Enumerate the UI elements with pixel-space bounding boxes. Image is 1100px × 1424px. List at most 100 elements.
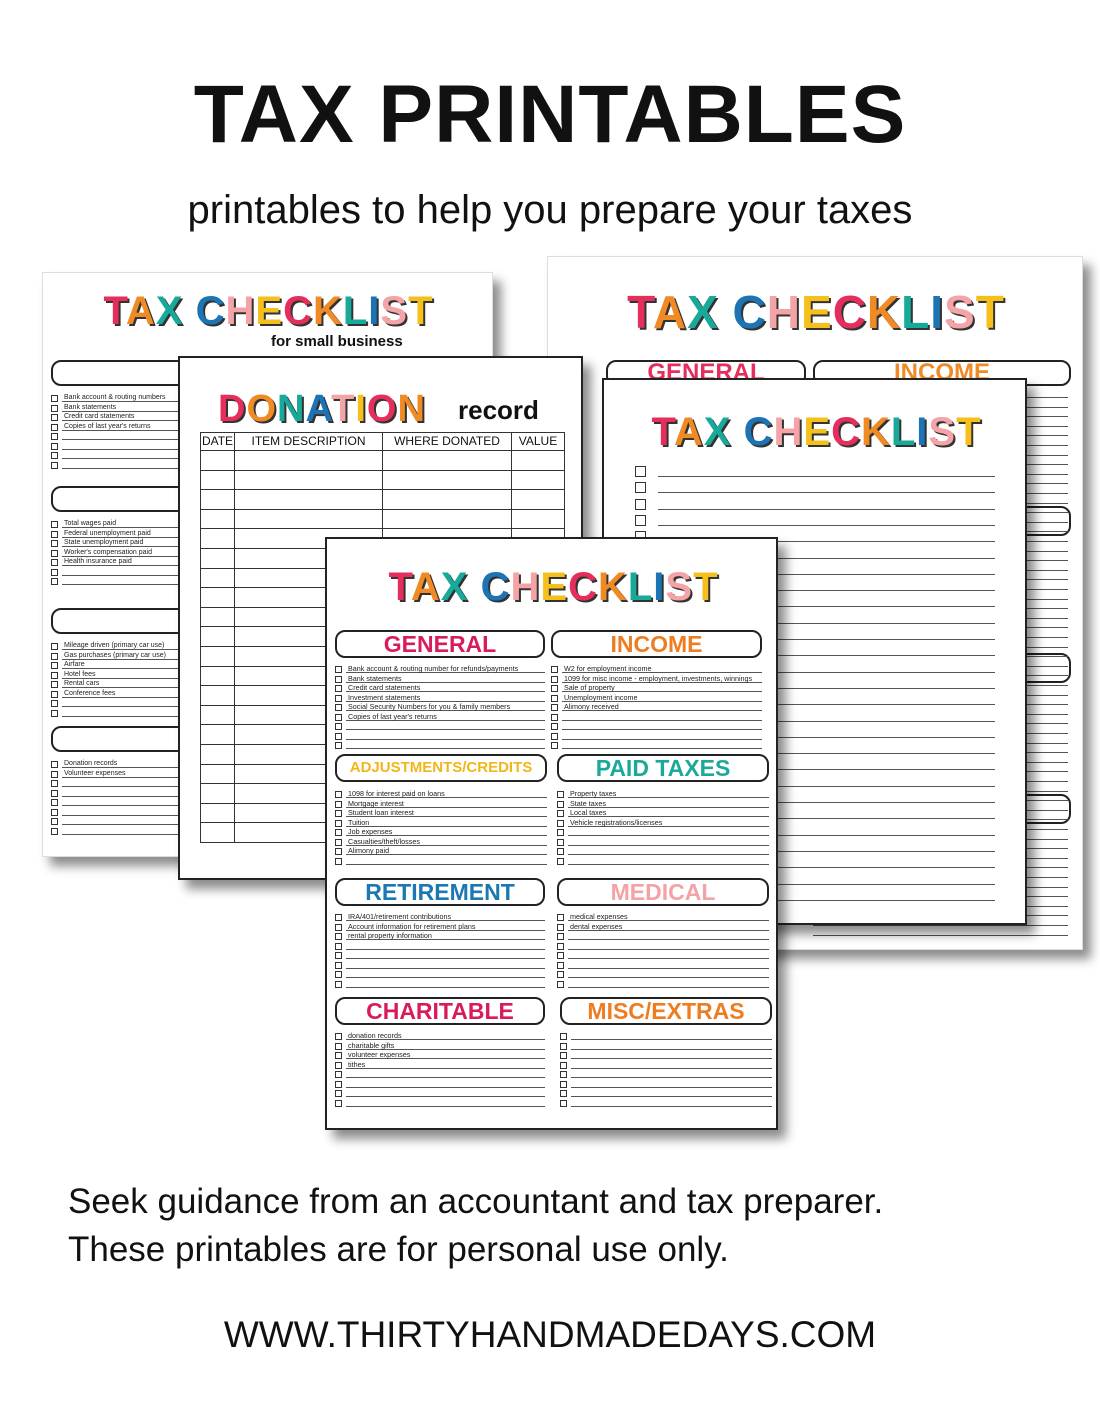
entry-line [562, 733, 762, 740]
entry-line [346, 933, 545, 940]
entry-line [571, 1052, 772, 1059]
entry-line [658, 792, 995, 803]
checklist-item: Casualties/theft/losses [348, 836, 420, 846]
entry-line [346, 952, 545, 959]
checklist-item: Bank statements [348, 673, 402, 683]
checkbox [557, 829, 564, 836]
checklist-item: 1098 for interest paid on loans [348, 789, 445, 798]
entry-line [658, 531, 995, 543]
entry-line [346, 943, 545, 950]
checkbox [335, 713, 342, 721]
table-cell [234, 508, 383, 530]
entry-line [658, 890, 995, 901]
checklist-item: volunteer expenses [348, 1050, 411, 1059]
checkbox [557, 848, 564, 855]
checkbox [551, 723, 558, 730]
entry-line [658, 727, 995, 738]
checkbox [335, 848, 342, 855]
checkbox [335, 819, 342, 827]
table-cell [234, 489, 383, 510]
entry-line [562, 742, 762, 749]
checkbox [335, 933, 342, 940]
entry-line [568, 801, 769, 808]
table-cell [200, 587, 235, 608]
table-cell [511, 508, 565, 530]
checklist-item: medical expenses [570, 912, 628, 921]
entry-line [346, 924, 545, 931]
checkbox [335, 800, 342, 808]
entry-line [568, 848, 769, 855]
checkbox [551, 694, 558, 702]
checkbox [557, 923, 564, 931]
checkbox [557, 933, 564, 940]
checkbox [335, 971, 342, 978]
checklist-item: Investment statements [348, 692, 421, 702]
checkbox [51, 461, 58, 469]
checklist-item: Sale of property [564, 683, 615, 692]
table-cell [200, 450, 235, 471]
checkbox [557, 791, 564, 798]
checkbox [335, 1099, 342, 1107]
entry-line [571, 1062, 772, 1069]
checkbox [51, 671, 58, 679]
checkbox [557, 971, 564, 978]
entry-line [346, 914, 545, 921]
checkbox [560, 1099, 567, 1107]
entry-line [568, 933, 769, 940]
checkbox [335, 942, 342, 950]
table-cell [200, 802, 235, 824]
checklist-item: Bank statements [64, 403, 117, 411]
entry-line [658, 662, 995, 673]
entry-line [658, 841, 995, 852]
checkbox [335, 961, 342, 969]
checkbox [335, 1090, 342, 1097]
checkbox [51, 799, 58, 806]
checkbox [51, 652, 58, 660]
entry-line [568, 820, 769, 827]
site-url: WWW.THIRTYHANDMADEDAYS.COM [223, 1314, 877, 1355]
checkbox [560, 1071, 567, 1078]
checkbox [51, 770, 58, 778]
entry-line [346, 848, 547, 855]
entry-line [562, 723, 762, 730]
entry-line [346, 1100, 545, 1107]
entry-line [346, 981, 545, 988]
checklist-item: Vehicle registrations/licenses [570, 817, 663, 827]
table-cell [511, 489, 565, 510]
checkbox [551, 666, 558, 673]
entry-line [568, 914, 769, 921]
checkbox [557, 857, 564, 865]
checkbox [551, 713, 558, 721]
entry-line [346, 971, 545, 978]
checkbox [335, 1061, 342, 1069]
checklist-item: Total wages paid [64, 520, 117, 527]
entry-line [346, 858, 547, 865]
checkbox [560, 1090, 567, 1097]
entry-line [571, 1071, 772, 1078]
entry-line [346, 723, 545, 730]
note-line: These printables are for personal use on… [68, 1230, 729, 1269]
note-line: Seek guidance from an accountant and tax… [68, 1182, 884, 1221]
table-cell [200, 704, 235, 726]
checkbox [51, 521, 58, 528]
entry-line [346, 791, 547, 798]
checkbox [335, 732, 342, 740]
checkbox [335, 675, 342, 683]
entry-line [562, 704, 762, 711]
table-cell [200, 606, 235, 628]
table-cell [200, 528, 235, 549]
entry-line [813, 934, 1068, 936]
checkbox [557, 838, 564, 846]
checkbox [557, 914, 564, 921]
checkbox [51, 700, 58, 707]
checkbox [51, 643, 58, 650]
checklist-item: Alimony received [564, 702, 619, 711]
table-cell [200, 626, 235, 647]
table-cell [382, 489, 512, 510]
table-cell [200, 548, 235, 569]
checkbox [560, 1080, 567, 1088]
checklist-item: Local taxes [570, 808, 607, 817]
checkbox [51, 709, 58, 717]
checklist-item: Mortgage interest [348, 798, 404, 808]
